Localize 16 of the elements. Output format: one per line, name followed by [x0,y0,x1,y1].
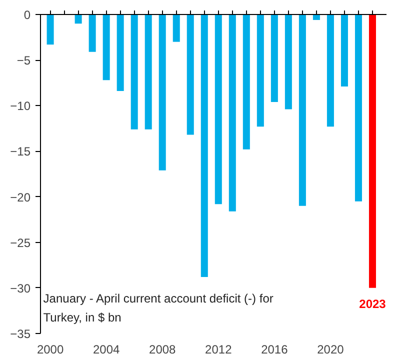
y-tick-label: −10 [10,99,31,114]
x-tick-label: 2004 [92,342,120,356]
x-tick-label: 2016 [261,342,288,356]
annotation: January - April current account deficit (-) for Turkey, in $ bn [43,291,274,324]
x-tick-label: 2020 [317,342,344,356]
x-tick-label: 2000 [36,342,64,356]
y-tick-label: 0 [24,8,31,22]
x-tick-label: 2008 [149,342,176,356]
y-tick-label: −15 [10,144,31,159]
y-tick-label: −20 [10,190,31,204]
y-tick-label: −5 [16,54,31,68]
y-tick-label: −25 [10,236,31,250]
y-tick-label: −30 [10,281,31,296]
x-tick-label: 2012 [205,342,232,356]
annotation: 2023 [359,296,386,311]
y-tick-label: −35 [10,327,31,341]
